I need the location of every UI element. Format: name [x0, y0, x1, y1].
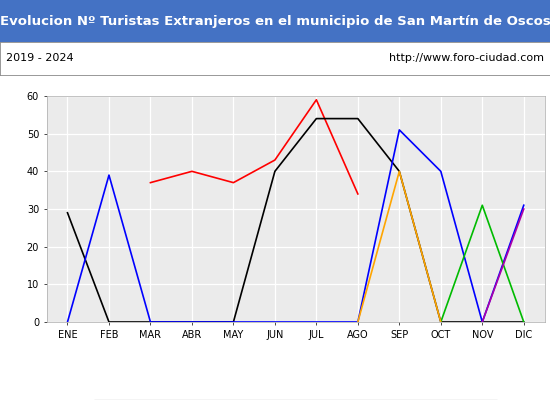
Text: Evolucion Nº Turistas Extranjeros en el municipio de San Martín de Oscos: Evolucion Nº Turistas Extranjeros en el …: [0, 14, 550, 28]
Text: 2019 - 2024: 2019 - 2024: [6, 53, 73, 63]
Text: http://www.foro-ciudad.com: http://www.foro-ciudad.com: [389, 53, 544, 63]
